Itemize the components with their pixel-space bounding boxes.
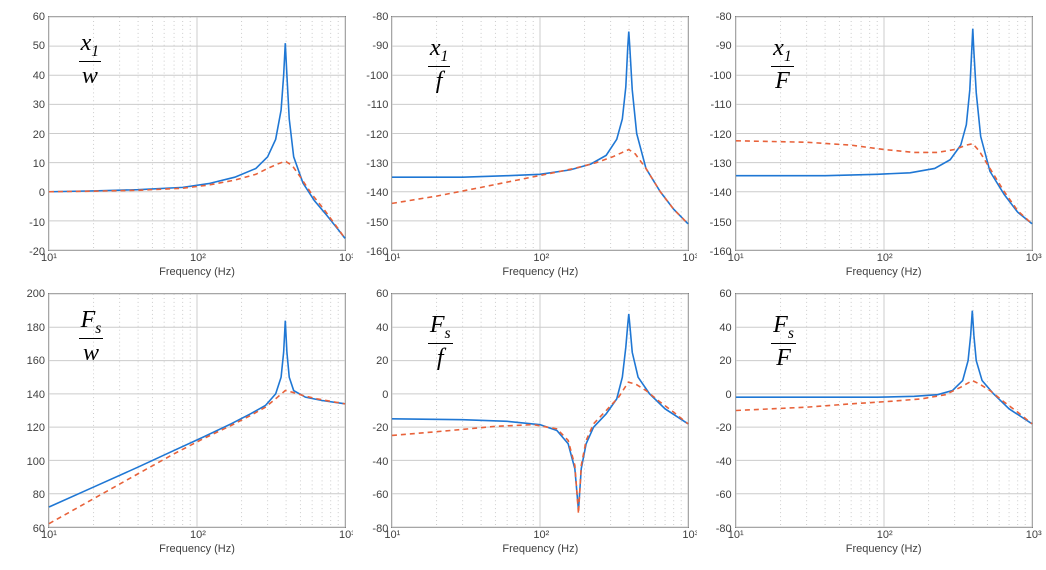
panel-title: Fsf — [428, 313, 453, 370]
ytick-label: -80 — [372, 11, 388, 23]
ytick-label: 60 — [376, 288, 388, 300]
xtick-label: 10³ — [1026, 252, 1042, 264]
panel-title-numerator: x1 — [771, 36, 793, 66]
ytick-label: 40 — [33, 70, 45, 82]
xlabel: Frequency (Hz) — [159, 266, 235, 278]
xtick-label: 10¹ — [41, 252, 57, 264]
xtick-label: 10² — [877, 252, 893, 264]
panel-title: FsF — [771, 313, 796, 370]
plot-area: -80-60-40-20020406010¹10²10³Frequency (H… — [391, 293, 689, 528]
xtick-label: 10³ — [1026, 529, 1042, 541]
ytick-label: 40 — [719, 322, 731, 334]
plot-area: 608010012014016018020010¹10²10³Frequency… — [48, 293, 346, 528]
ytick-label: 40 — [376, 322, 388, 334]
ytick-label: -140 — [366, 187, 388, 199]
panel-title-denominator: w — [79, 338, 104, 365]
ytick-label: -90 — [372, 40, 388, 52]
ytick-label: 0 — [726, 389, 732, 401]
ytick-label: -40 — [372, 456, 388, 468]
panel-p11: -20-10010203040506010¹10²10³Frequency (H… — [10, 10, 349, 283]
ytick-label: 80 — [33, 489, 45, 501]
panel-p21: 608010012014016018020010¹10²10³Frequency… — [10, 287, 349, 560]
ytick-label: 30 — [33, 99, 45, 111]
plot-area: -160-150-140-130-120-110-100-90-8010¹10²… — [391, 16, 689, 251]
xtick-label: 10¹ — [41, 529, 57, 541]
panel-p22: -80-60-40-20020406010¹10²10³Frequency (H… — [353, 287, 692, 560]
xlabel: Frequency (Hz) — [846, 543, 922, 555]
panel-title: x1w — [79, 31, 101, 88]
ytick-label: 20 — [33, 129, 45, 141]
xtick-label: 10² — [190, 529, 206, 541]
panel-title-numerator: x1 — [79, 31, 101, 61]
ytick-label: 160 — [27, 355, 45, 367]
ytick-label: 60 — [33, 11, 45, 23]
ytick-label: 0 — [39, 187, 45, 199]
panel-p12: -160-150-140-130-120-110-100-90-8010¹10²… — [353, 10, 692, 283]
ytick-label: 0 — [382, 389, 388, 401]
ytick-label: -150 — [710, 217, 732, 229]
ytick-label: 20 — [719, 355, 731, 367]
ytick-label: -140 — [710, 187, 732, 199]
panel-title: x1F — [771, 36, 793, 93]
ytick-label: -100 — [366, 70, 388, 82]
panel-title: x1f — [428, 36, 450, 93]
xlabel: Frequency (Hz) — [502, 266, 578, 278]
ytick-label: -10 — [29, 217, 45, 229]
panel-title-denominator: F — [771, 66, 793, 93]
panel-title-numerator: Fs — [771, 313, 796, 343]
panel-title-numerator: Fs — [428, 313, 453, 343]
xtick-label: 10² — [190, 252, 206, 264]
panel-title: Fsw — [79, 308, 104, 365]
ytick-label: 10 — [33, 158, 45, 170]
ytick-label: -80 — [716, 11, 732, 23]
plot-area: -160-150-140-130-120-110-100-90-8010¹10²… — [735, 16, 1033, 251]
chart-grid: -20-10010203040506010¹10²10³Frequency (H… — [10, 10, 1036, 560]
panel-p23: -80-60-40-20020406010¹10²10³Frequency (H… — [697, 287, 1036, 560]
xtick-label: 10² — [533, 529, 549, 541]
xtick-label: 10² — [877, 529, 893, 541]
ytick-label: 120 — [27, 422, 45, 434]
xtick-label: 10¹ — [384, 252, 400, 264]
ytick-label: -40 — [716, 456, 732, 468]
xtick-label: 10¹ — [728, 529, 744, 541]
ytick-label: -120 — [710, 129, 732, 141]
ytick-label: -110 — [710, 99, 731, 111]
ytick-label: -20 — [716, 422, 732, 434]
ytick-label: -110 — [367, 99, 388, 111]
ytick-label: 20 — [376, 355, 388, 367]
ytick-label: -90 — [716, 40, 732, 52]
ytick-label: -100 — [710, 70, 732, 82]
ytick-label: 100 — [27, 456, 45, 468]
ytick-label: -130 — [710, 158, 732, 170]
panel-title-denominator: F — [771, 343, 796, 370]
ytick-label: -60 — [372, 489, 388, 501]
ytick-label: 60 — [719, 288, 731, 300]
ytick-label: -130 — [366, 158, 388, 170]
xtick-label: 10¹ — [384, 529, 400, 541]
ytick-label: 140 — [27, 389, 45, 401]
panel-title-numerator: Fs — [79, 308, 104, 338]
xlabel: Frequency (Hz) — [159, 543, 235, 555]
panel-title-denominator: f — [428, 343, 453, 370]
ytick-label: 200 — [27, 288, 45, 300]
xtick-label: 10¹ — [728, 252, 744, 264]
plot-area: -80-60-40-20020406010¹10²10³Frequency (H… — [735, 293, 1033, 528]
panel-title-denominator: f — [428, 66, 450, 93]
ytick-label: 180 — [27, 322, 45, 334]
xtick-label: 10² — [533, 252, 549, 264]
ytick-label: -60 — [716, 489, 732, 501]
xlabel: Frequency (Hz) — [502, 543, 578, 555]
panel-title-numerator: x1 — [428, 36, 450, 66]
ytick-label: -150 — [366, 217, 388, 229]
plot-area: -20-10010203040506010¹10²10³Frequency (H… — [48, 16, 346, 251]
panel-p13: -160-150-140-130-120-110-100-90-8010¹10²… — [697, 10, 1036, 283]
ytick-label: 50 — [33, 40, 45, 52]
ytick-label: -20 — [372, 422, 388, 434]
xlabel: Frequency (Hz) — [846, 266, 922, 278]
ytick-label: -120 — [366, 129, 388, 141]
panel-title-denominator: w — [79, 61, 101, 88]
